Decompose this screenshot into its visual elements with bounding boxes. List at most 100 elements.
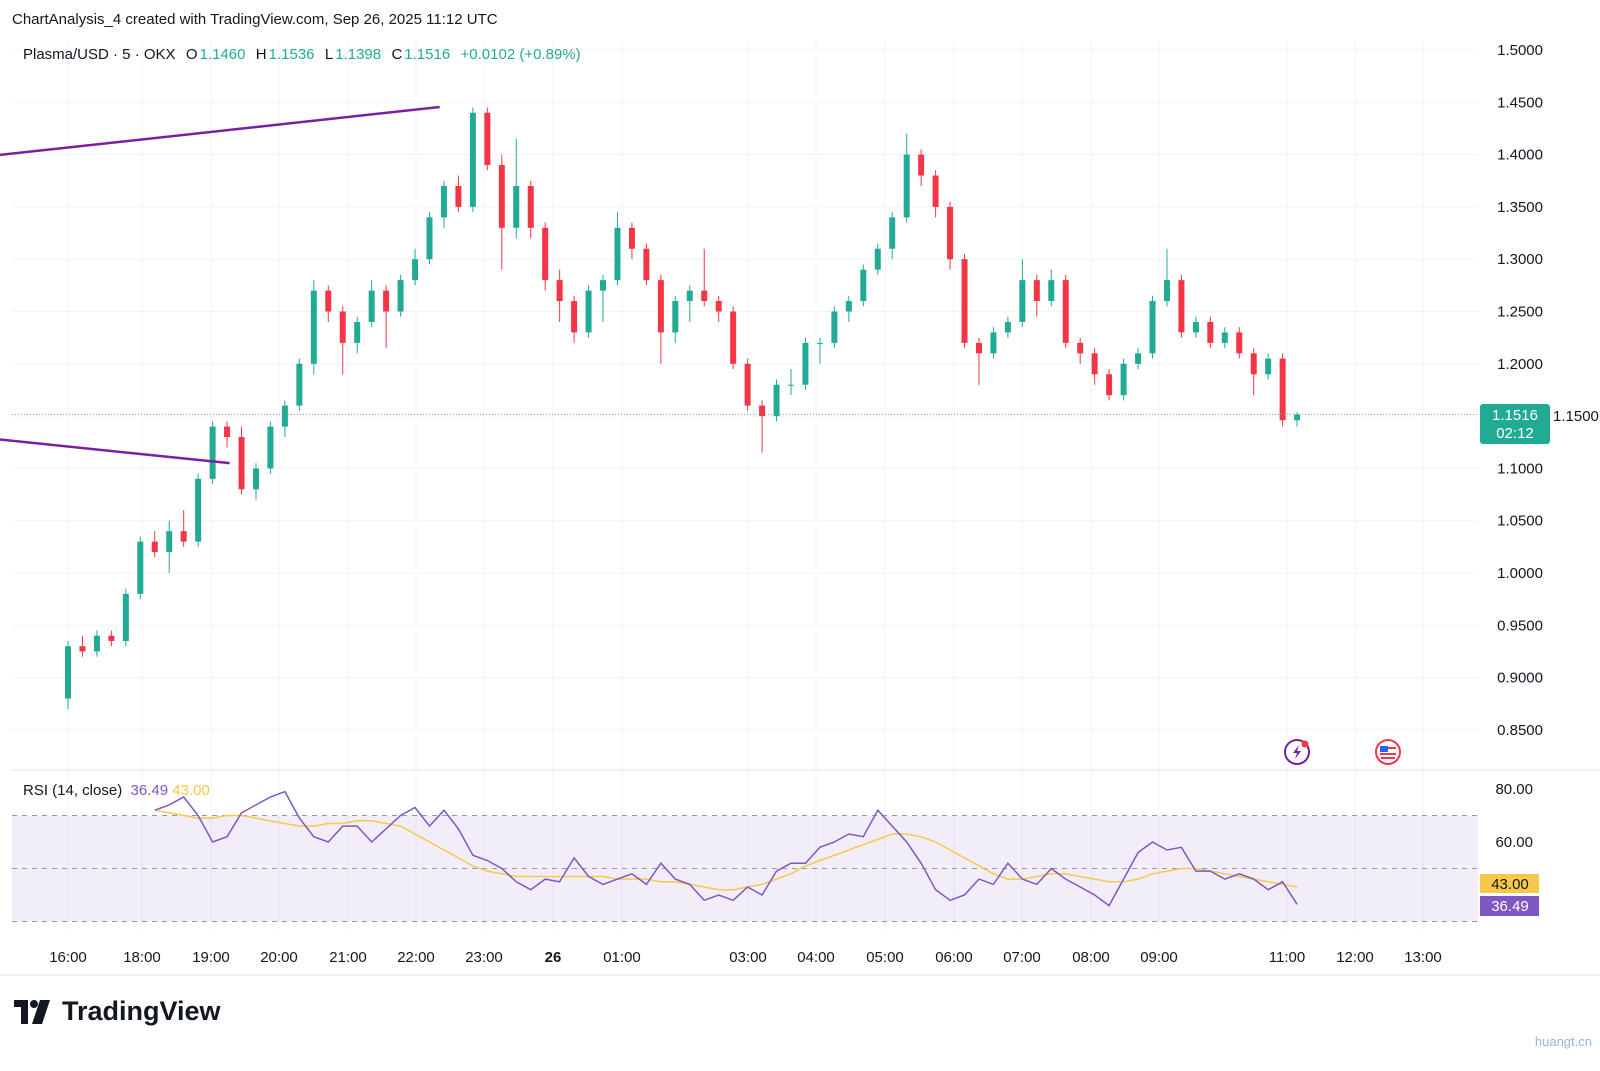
candle-body: [556, 280, 563, 302]
candle: [397, 274, 404, 317]
rsi-label[interactable]: RSI (14, close): [23, 782, 123, 799]
candle-body: [368, 290, 375, 322]
candle-body: [1265, 358, 1272, 375]
tradingview-logo[interactable]: TradingView: [14, 996, 221, 1027]
high-label: H: [255, 46, 267, 63]
candle-body: [455, 185, 462, 207]
rsi-ma-badge: [1480, 874, 1539, 893]
candle-body: [585, 290, 592, 333]
candle-body: [1077, 342, 1084, 354]
candle-body: [947, 206, 954, 260]
candle: [412, 248, 419, 286]
candle-body: [975, 342, 982, 354]
low-value: 1.1398: [335, 46, 382, 63]
candle: [585, 285, 592, 338]
candle: [354, 316, 361, 354]
candle-body: [845, 301, 852, 312]
close-label: C: [391, 46, 403, 63]
candle-body: [1163, 280, 1170, 302]
candle: [1207, 316, 1214, 349]
candle-body: [614, 227, 621, 281]
rsi-value-badge-text: 36.49: [1491, 898, 1529, 915]
last-price-value: 1.1516: [1492, 407, 1538, 424]
price-tick-label: 1.5000: [1497, 42, 1543, 59]
candle-body: [137, 541, 144, 594]
price-tick-label: 0.9000: [1497, 670, 1543, 687]
last-price-badge: [1480, 404, 1550, 444]
price-tick-label: 1.1000: [1497, 460, 1543, 477]
time-tick-label: 20:00: [260, 949, 298, 966]
price-tick-label: 1.0500: [1497, 513, 1543, 530]
rsi-value: 36.49: [130, 782, 169, 799]
candle-body: [1033, 280, 1040, 302]
candle: [802, 337, 809, 390]
trendline: [0, 105, 440, 157]
price-tick-label: 1.3500: [1497, 199, 1543, 216]
candle: [730, 306, 737, 370]
candle-body: [990, 332, 997, 354]
candle-body: [122, 593, 129, 641]
low-label: L: [324, 46, 334, 63]
candle: [831, 306, 838, 349]
candle: [1221, 327, 1228, 349]
candle-body: [1149, 301, 1156, 354]
candle-body: [209, 426, 216, 479]
candle-body: [440, 185, 447, 218]
candle-body: [513, 185, 520, 228]
candle-body: [1250, 353, 1257, 375]
candle-body: [238, 437, 245, 490]
symbol-legend: Plasma/USD · 5 · OKX O 1.1460 H 1.1536 L 1.…: [23, 46, 583, 63]
rsi-ma-value: 43.00: [172, 782, 210, 799]
candle: [715, 295, 722, 322]
grid: [12, 40, 1600, 930]
candle-body: [339, 311, 346, 343]
candle: [310, 280, 317, 375]
symbol-name[interactable]: Plasma/USD · 5 · OKX: [23, 46, 176, 63]
candle-body: [961, 259, 968, 343]
candle: [744, 358, 751, 411]
change-value: +0.0102 (+0.89%): [460, 46, 581, 63]
candle-body: [267, 426, 274, 469]
candle: [1163, 248, 1170, 307]
candle-body: [874, 248, 881, 270]
candle: [93, 630, 100, 657]
rsi-lines: [154, 790, 1298, 907]
candle-body: [730, 311, 737, 364]
candle-body: [281, 405, 288, 427]
candle-body: [701, 290, 708, 302]
rsi-ma-value-label: 43.00: [1491, 876, 1529, 893]
candle: [947, 201, 954, 270]
lightning-event-icon[interactable]: [1284, 739, 1310, 765]
watermark: huangt.cn: [1534, 1034, 1592, 1049]
candle-body: [657, 280, 664, 333]
candle: [1077, 337, 1084, 364]
candle-body: [831, 311, 838, 343]
candle-body: [151, 541, 158, 553]
candle-body: [498, 165, 505, 228]
rsi-line: [154, 790, 1298, 907]
candle: [1062, 274, 1069, 349]
us-flag-economic-event-icon[interactable]: [1375, 739, 1401, 765]
candle: [1033, 274, 1040, 317]
candle-body: [816, 342, 823, 344]
price-tick-label: 1.2000: [1497, 356, 1543, 373]
candle-body: [93, 635, 100, 652]
tradingview-logo-icon: [14, 999, 50, 1024]
candle: [252, 463, 259, 500]
candle: [368, 280, 375, 328]
candle: [224, 421, 231, 448]
candle: [440, 180, 447, 228]
candle: [556, 269, 563, 322]
price-tick-label: 0.9500: [1497, 617, 1543, 634]
candle: [701, 248, 708, 307]
candle-body: [527, 185, 534, 228]
bar-countdown: 02:12: [1496, 425, 1534, 442]
candle: [151, 531, 158, 558]
candle: [455, 175, 462, 213]
candle-body: [1106, 374, 1113, 396]
candle-body: [643, 248, 650, 281]
time-tick-label: 19:00: [192, 949, 230, 966]
candle: [990, 327, 997, 359]
candle-body: [1279, 358, 1286, 421]
